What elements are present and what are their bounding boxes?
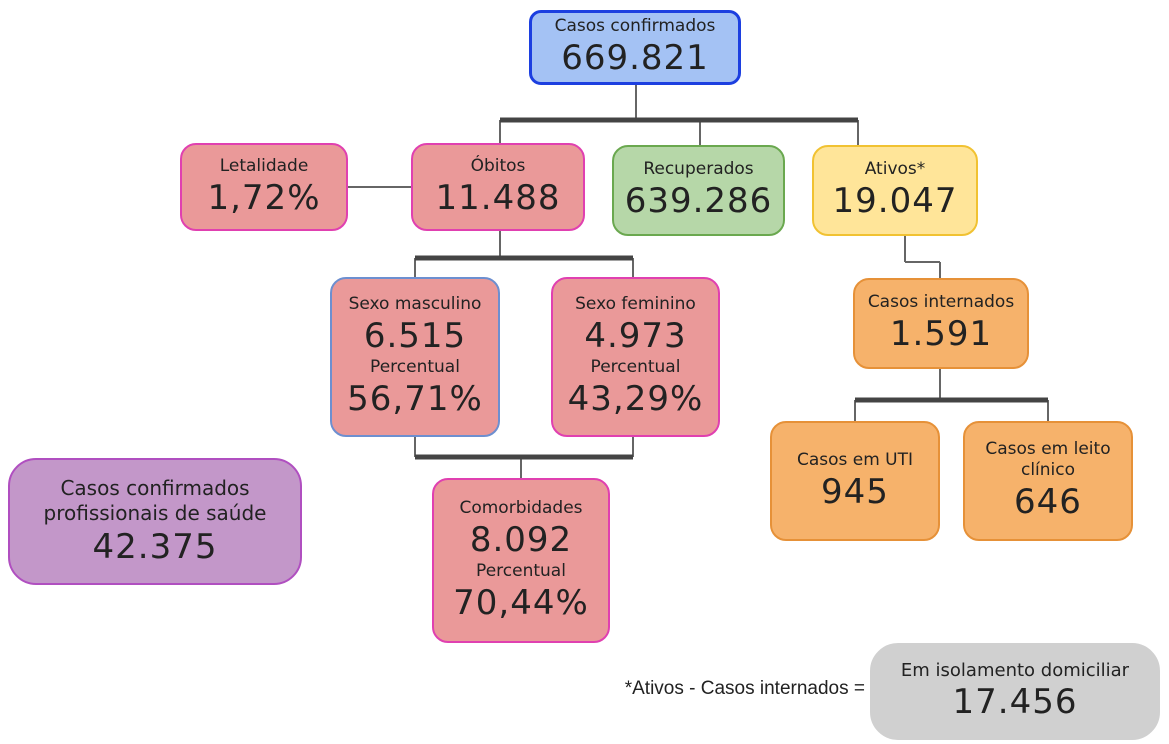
node-leito: Casos em leito clínico 646 xyxy=(963,421,1133,541)
node-internados: Casos internados 1.591 xyxy=(853,278,1029,369)
node-label: Em isolamento domiciliar xyxy=(900,660,1130,681)
connector-bars xyxy=(415,117,1048,460)
node-value: 19.047 xyxy=(832,181,958,221)
node-label: Sexo masculino xyxy=(348,294,482,314)
node-label: Casos em leito clínico xyxy=(985,439,1111,480)
node-label: Casos em UTI xyxy=(796,449,914,470)
node-value: 4.973 xyxy=(584,316,687,356)
node-percent: 43,29% xyxy=(567,379,704,419)
node-label: Casos confirmados xyxy=(554,16,716,36)
node-uti: Casos em UTI 945 xyxy=(770,421,940,541)
node-masculino: Sexo masculino 6.515 Percentual 56,71% xyxy=(330,277,500,437)
node-obitos: Óbitos 11.488 xyxy=(411,143,585,231)
node-recuperados: Recuperados 639.286 xyxy=(612,145,785,236)
node-percent: 56,71% xyxy=(347,379,483,419)
node-label: Óbitos xyxy=(470,155,526,176)
node-profissionais: Casos confirmados profissionais de saúde… xyxy=(8,458,302,585)
node-value: 8.092 xyxy=(469,519,573,560)
node-value: 17.456 xyxy=(952,682,1078,722)
node-ativos: Ativos* 19.047 xyxy=(812,145,978,236)
node-letalidade: Letalidade 1,72% xyxy=(180,143,348,231)
node-label: Ativos* xyxy=(864,159,926,179)
node-percent: 70,44% xyxy=(453,582,589,623)
node-feminino: Sexo feminino 4.973 Percentual 43,29% xyxy=(551,277,720,437)
node-label: Comorbidades xyxy=(459,497,583,518)
node-value: 11.488 xyxy=(435,177,561,218)
node-value: 1.591 xyxy=(889,314,993,354)
node-label: Casos internados xyxy=(867,292,1015,312)
connector-lines xyxy=(348,85,1049,480)
node-sublabel: Percentual xyxy=(476,560,566,581)
node-label: Casos confirmados profissionais de saúde xyxy=(43,475,267,525)
node-value: 1,72% xyxy=(207,177,321,218)
node-value: 669.821 xyxy=(561,38,709,78)
node-sublabel: Percentual xyxy=(370,357,460,377)
footnote: *Ativos - Casos internados = xyxy=(624,678,865,699)
node-value: 646 xyxy=(1014,482,1082,522)
node-confirmados: Casos confirmados 669.821 xyxy=(529,10,741,85)
node-label: Recuperados xyxy=(643,159,754,179)
node-value: 6.515 xyxy=(363,316,467,356)
node-label: Sexo feminino xyxy=(575,294,696,314)
node-comorbidades: Comorbidades 8.092 Percentual 70,44% xyxy=(432,478,610,643)
node-label: Letalidade xyxy=(219,155,309,176)
node-isolamento: Em isolamento domiciliar 17.456 xyxy=(870,643,1160,740)
node-value: 945 xyxy=(821,471,889,512)
node-value: 42.375 xyxy=(92,526,218,567)
node-sublabel: Percentual xyxy=(590,357,681,377)
node-value: 639.286 xyxy=(624,181,773,221)
